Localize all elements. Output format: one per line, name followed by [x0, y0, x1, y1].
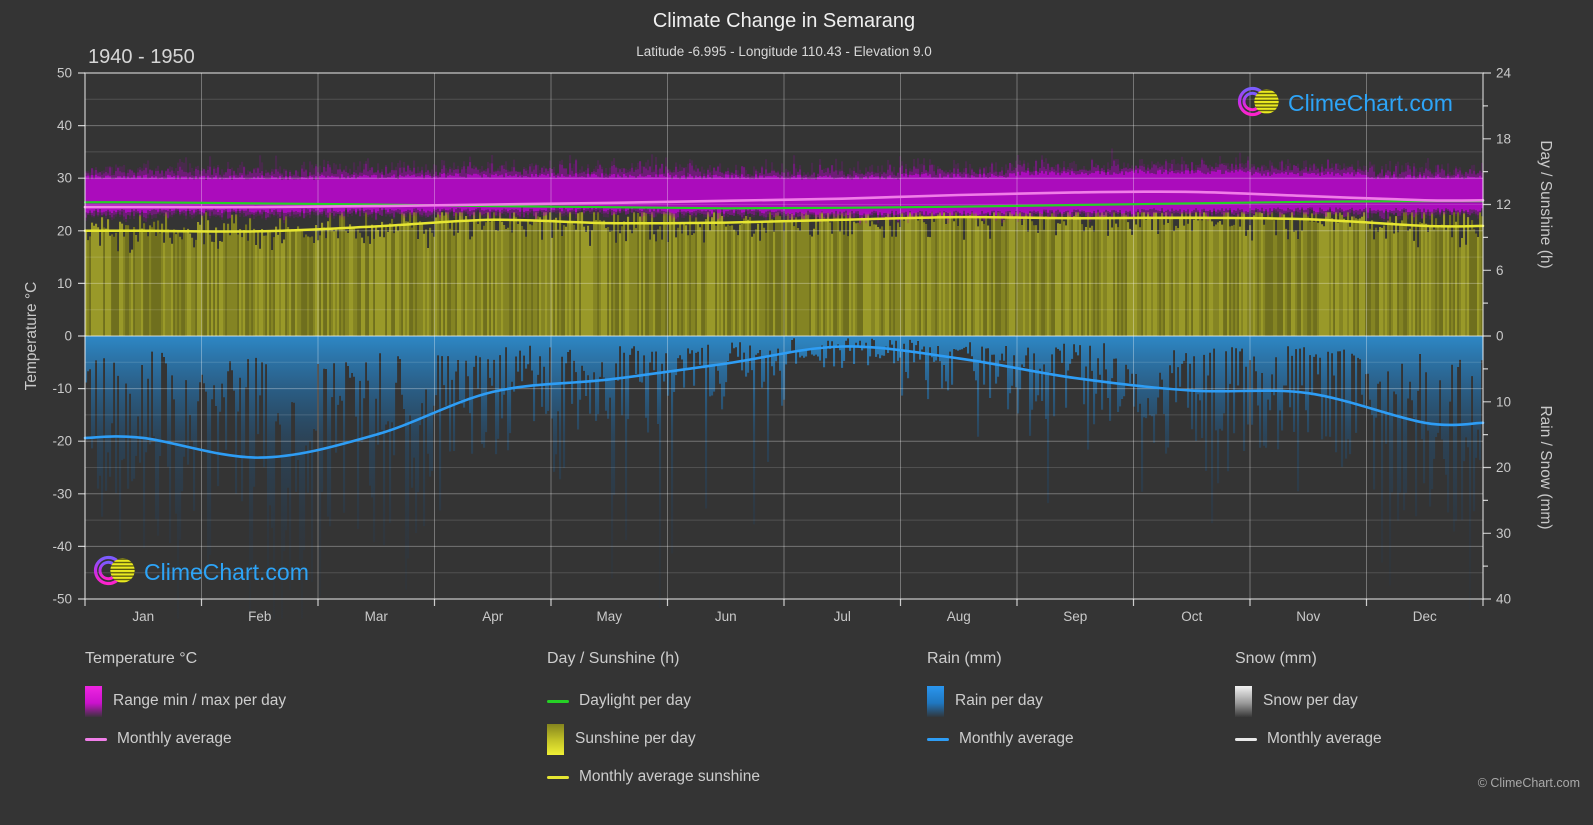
- legend-column-day-sunshine: Day / Sunshine (h) Daylight per day Suns…: [547, 650, 760, 796]
- x-axis-month-label: Mar: [365, 609, 389, 624]
- x-axis-month-label: Sep: [1063, 609, 1087, 624]
- legend-item-label: Sunshine per day: [575, 730, 696, 747]
- chart-axis-labels: 50 40 30 20 10 0 -10 -20 -30 -40 -50 24 18 12 6 0 10 20 30…: [23, 66, 1554, 625]
- page-subtitle: Latitude -6.995 - Longitude 110.43 - Ele…: [636, 44, 932, 59]
- y-axis-right-top-title: Day / Sunshine (h): [1537, 140, 1554, 268]
- legend-item-label: Monthly average: [1267, 730, 1382, 747]
- x-axis-month-label: Jun: [715, 609, 737, 624]
- chart-gridlines: [85, 73, 1483, 599]
- legend-item: Monthly average sunshine: [547, 758, 760, 796]
- rain-average-line-icon: [927, 737, 949, 741]
- y-axis-temp-tick-label: -40: [52, 539, 72, 554]
- legend-header: Day / Sunshine (h): [547, 650, 680, 667]
- legend-item: Range min / max per day: [85, 682, 286, 720]
- x-axis-month-label: Apr: [482, 609, 504, 624]
- y-axis-left-title: Temperature °C: [23, 282, 40, 391]
- x-axis-month-label: Jul: [834, 609, 851, 624]
- daylight-line-icon: [547, 699, 569, 703]
- period-label: 1940 - 1950: [88, 46, 195, 68]
- monthly-average-rain-line: [83, 345, 1485, 459]
- legend-item: Daylight per day: [547, 682, 760, 720]
- daylight-per-day-line: [83, 200, 1485, 210]
- legend-item: Monthly average: [1235, 720, 1382, 758]
- y-axis-right-bottom-title: Rain / Snow (mm): [1537, 405, 1554, 529]
- y-axis-temp-tick-label: -10: [52, 381, 72, 396]
- sunshine-average-line-icon: [547, 775, 569, 779]
- y-axis-sunshine-tick-label: 12: [1496, 197, 1511, 212]
- y-axis-temp-tick-label: 0: [64, 329, 72, 344]
- sunshine-swatch-icon: [547, 723, 564, 755]
- legend-item-label: Monthly average: [117, 730, 232, 747]
- chart-average-lines: [83, 190, 1485, 459]
- legend-column-rain: Rain (mm) Rain per day Monthly average: [927, 650, 1074, 758]
- snow-average-line-icon: [1235, 737, 1257, 741]
- legend-item-label: Monthly average sunshine: [579, 768, 760, 785]
- temp-average-line-icon: [85, 737, 107, 741]
- y-axis-rain-tick-label: 30: [1496, 526, 1511, 541]
- y-axis-rain-tick-label: 10: [1496, 394, 1511, 409]
- x-axis-month-label: Oct: [1181, 609, 1202, 624]
- legend-item: Monthly average: [927, 720, 1074, 758]
- snow-swatch-icon: [1235, 685, 1252, 717]
- legend-column-temperature: Temperature °C Range min / max per day M…: [85, 650, 286, 758]
- y-axis-temp-tick-label: 10: [57, 276, 72, 291]
- y-axis-temp-tick-label: 20: [57, 223, 72, 238]
- y-axis-temp-tick-label: 50: [57, 66, 72, 81]
- x-axis-month-label: Feb: [248, 609, 271, 624]
- chart-axes-frame: [78, 72, 1491, 606]
- chart-fills: [85, 148, 1484, 619]
- legend-item-label: Rain per day: [955, 692, 1043, 709]
- x-axis-month-label: Nov: [1296, 609, 1320, 624]
- x-axis-month-label: Jan: [132, 609, 154, 624]
- x-axis-month-label: Aug: [947, 609, 971, 624]
- monthly-average-sunshine-line: [83, 215, 1485, 233]
- y-axis-sunshine-tick-label: 24: [1496, 66, 1512, 81]
- y-axis-sunshine-tick-label: 6: [1496, 263, 1504, 278]
- legend-header: Rain (mm): [927, 650, 1002, 667]
- y-axis-temp-tick-label: 30: [57, 171, 72, 186]
- y-axis-temp-tick-label: -30: [52, 486, 72, 501]
- legend-item-label: Range min / max per day: [113, 692, 287, 709]
- y-axis-rain-tick-label: 20: [1496, 460, 1511, 475]
- legend-item: Monthly average: [85, 720, 286, 758]
- copyright-note: © ClimeChart.com: [1477, 776, 1580, 790]
- legend-item-label: Snow per day: [1263, 692, 1358, 709]
- y-axis-rain-tick-label: 40: [1496, 592, 1511, 607]
- legend-item: Sunshine per day: [547, 720, 760, 758]
- watermark-bottom-left: ClimeChart.com: [93, 555, 309, 586]
- legend-item-label: Daylight per day: [579, 692, 692, 709]
- legend-header: Snow (mm): [1235, 650, 1317, 667]
- watermark-top-right: ClimeChart.com: [1237, 86, 1453, 117]
- legend-item: Snow per day: [1235, 682, 1382, 720]
- legend-item: Rain per day: [927, 682, 1074, 720]
- legend-header: Temperature °C: [85, 650, 198, 667]
- y-axis-sunshine-tick-label: 0: [1496, 329, 1504, 344]
- page-title: Climate Change in Semarang: [652, 10, 916, 32]
- legend-item-label: Monthly average: [959, 730, 1074, 747]
- x-axis-month-label: Dec: [1413, 609, 1437, 624]
- legend-column-snow: Snow (mm) Snow per day Monthly average: [1235, 650, 1382, 758]
- y-axis-temp-tick-label: 40: [57, 118, 72, 133]
- x-axis-month-label: May: [596, 609, 622, 624]
- y-axis-temp-tick-label: -50: [52, 592, 72, 607]
- watermark-text: ClimeChart.com: [144, 559, 309, 585]
- watermark-text: ClimeChart.com: [1288, 90, 1453, 116]
- rain-swatch-icon: [927, 685, 944, 717]
- y-axis-sunshine-tick-label: 18: [1496, 131, 1511, 146]
- y-axis-temp-tick-label: -20: [52, 434, 72, 449]
- monthly-average-temperature-line: [83, 190, 1485, 209]
- temp-range-swatch-icon: [85, 685, 102, 717]
